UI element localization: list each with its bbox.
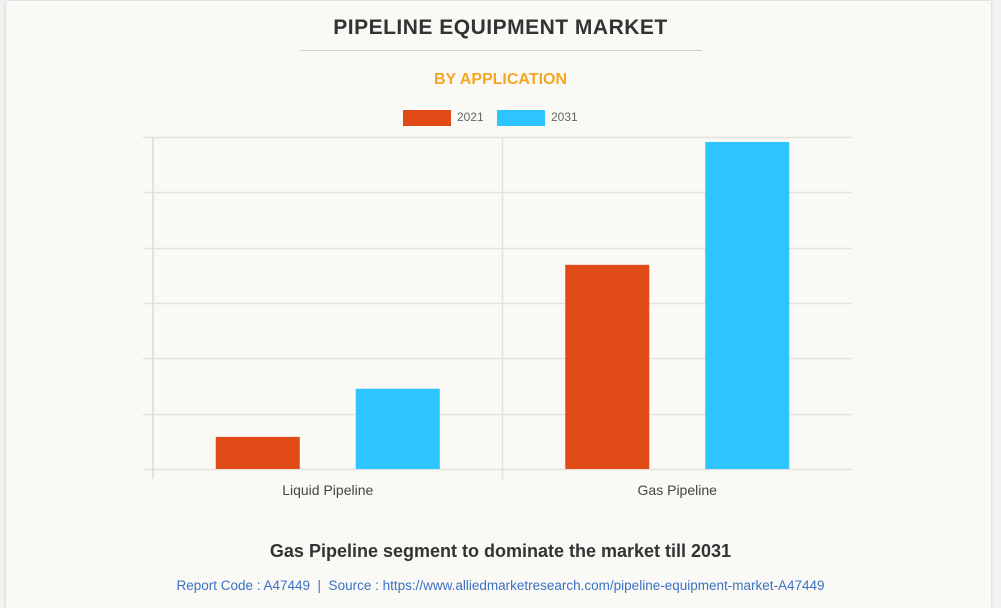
bar-gas-pipeline-2021[interactable]: [565, 264, 650, 469]
chart-title: PIPELINE EQUIPMENT MARKET: [333, 16, 668, 39]
chart-headline: Gas Pipeline segment to dominate the mar…: [269, 541, 732, 561]
bar-liquid-pipeline-2031[interactable]: [355, 388, 440, 469]
legend-swatch-2031: [497, 110, 545, 126]
legend-swatch-2021: [403, 110, 451, 126]
chart-subtitle: BY APPLICATION: [433, 71, 568, 88]
bar-gas-pipeline-2031[interactable]: [705, 141, 790, 470]
x-tick-label: Liquid Pipeline: [282, 482, 373, 498]
title-divider: [300, 50, 702, 51]
legend-label-2021: 2021: [457, 110, 484, 124]
chart-card: [6, 1, 991, 608]
bar-liquid-pipeline-2021[interactable]: [215, 436, 300, 469]
source-line[interactable]: Report Code : A47449 | Source : https://…: [176, 578, 825, 593]
bars: [215, 141, 790, 470]
x-tick-label: Gas Pipeline: [638, 482, 718, 498]
legend-label-2031: 2031: [551, 110, 578, 124]
x-axis-labels: Liquid Pipeline Gas Pipeline: [282, 482, 717, 498]
